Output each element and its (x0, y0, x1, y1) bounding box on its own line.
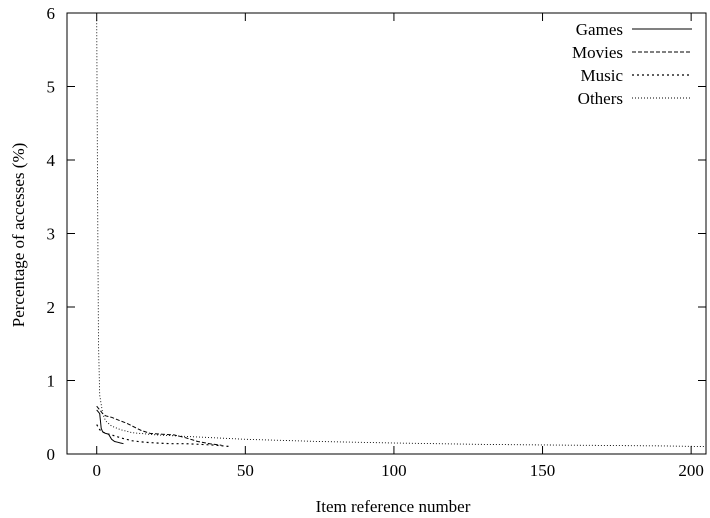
legend-label-movies: Movies (572, 43, 623, 62)
y-tick-label: 4 (47, 151, 56, 170)
y-tick-label: 0 (47, 445, 56, 464)
x-tick-label: 150 (530, 461, 556, 480)
legend-label-music: Music (581, 66, 624, 85)
y-tick-label: 2 (47, 298, 56, 317)
legend-label-others: Others (578, 89, 623, 108)
series-layer (96, 20, 707, 448)
series-line-movies (96, 405, 222, 446)
y-tick-label: 1 (47, 372, 56, 391)
x-tick-label: 200 (678, 461, 704, 480)
series-line-music (96, 424, 231, 448)
y-axis-title: Percentage of accesses (%) (9, 143, 28, 328)
x-axis-title: Item reference number (316, 497, 471, 516)
y-tick-label: 6 (47, 4, 56, 23)
x-tick-label: 50 (237, 461, 254, 480)
x-tick-label: 100 (381, 461, 407, 480)
axes-layer: 0 50 100 150 200 0 1 2 3 4 5 6 (47, 4, 707, 480)
legend: Games Movies Music Others (572, 20, 692, 108)
series-line-games (96, 409, 124, 445)
y-tick-label: 3 (47, 225, 56, 244)
series-line-others (96, 20, 707, 448)
y-tick-label: 5 (47, 78, 56, 97)
x-tick-label: 0 (92, 461, 101, 480)
legend-label-games: Games (576, 20, 623, 39)
